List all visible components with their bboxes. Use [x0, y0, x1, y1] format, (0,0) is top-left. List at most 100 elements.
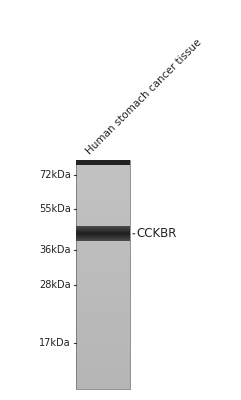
Bar — [76, 286, 130, 288]
Bar — [76, 206, 130, 208]
Bar — [76, 229, 130, 231]
Bar — [76, 210, 130, 213]
Bar — [76, 281, 130, 284]
Bar — [76, 357, 130, 359]
Bar — [76, 332, 130, 334]
Bar — [76, 368, 130, 370]
Bar — [76, 366, 130, 368]
Bar — [76, 247, 130, 249]
Bar — [76, 254, 130, 256]
Bar — [76, 213, 130, 215]
Text: 55kDa: 55kDa — [39, 204, 70, 214]
Bar — [76, 215, 130, 217]
Bar — [76, 192, 130, 194]
Text: 28kDa: 28kDa — [39, 280, 70, 290]
Bar — [76, 284, 130, 286]
Bar — [76, 162, 130, 165]
Bar — [76, 338, 130, 341]
Bar — [76, 217, 130, 220]
Bar — [76, 208, 130, 210]
Bar — [76, 288, 130, 290]
Bar — [76, 160, 130, 389]
Bar — [76, 272, 130, 274]
Bar — [76, 240, 130, 242]
Bar — [76, 345, 130, 348]
Bar — [76, 322, 130, 325]
Bar — [76, 188, 130, 190]
Bar — [76, 190, 130, 192]
Bar — [76, 306, 130, 309]
Bar — [76, 334, 130, 336]
Bar — [76, 329, 130, 332]
Bar — [76, 364, 130, 366]
Bar — [76, 300, 130, 302]
Bar — [76, 181, 130, 183]
Bar — [76, 295, 130, 297]
Text: Human stomach cancer tissue: Human stomach cancer tissue — [85, 37, 204, 156]
Bar — [76, 297, 130, 300]
Bar — [76, 226, 130, 229]
Bar — [76, 375, 130, 377]
Bar — [76, 172, 130, 174]
Text: 36kDa: 36kDa — [39, 245, 70, 255]
Bar — [76, 316, 130, 318]
Bar — [76, 165, 130, 167]
Bar — [76, 194, 130, 197]
Bar — [76, 231, 130, 233]
Bar — [76, 186, 130, 188]
Bar — [76, 311, 130, 313]
Bar — [76, 197, 130, 199]
Bar — [76, 270, 130, 272]
Bar — [76, 222, 130, 224]
Bar — [76, 290, 130, 293]
Text: CCKBR: CCKBR — [136, 227, 176, 240]
Bar — [76, 178, 130, 181]
Bar — [76, 236, 130, 238]
Bar — [76, 201, 130, 204]
Bar — [76, 204, 130, 206]
Bar — [76, 313, 130, 316]
Bar — [76, 238, 130, 240]
Bar — [76, 293, 130, 295]
Bar — [76, 263, 130, 265]
Bar — [76, 309, 130, 311]
Bar — [76, 176, 130, 178]
Bar — [76, 384, 130, 386]
Bar — [76, 354, 130, 357]
Bar — [76, 352, 130, 354]
Bar — [76, 277, 130, 279]
Bar — [76, 174, 130, 176]
Bar — [76, 242, 130, 245]
Bar — [76, 256, 130, 258]
Bar — [76, 279, 130, 281]
Bar — [76, 170, 130, 172]
Bar — [76, 382, 130, 384]
Bar — [76, 160, 130, 162]
Bar — [76, 265, 130, 268]
Bar — [76, 386, 130, 389]
Bar — [76, 249, 130, 252]
Bar — [76, 183, 130, 186]
Bar — [76, 343, 130, 345]
Bar — [76, 373, 130, 375]
Bar — [76, 268, 130, 270]
Bar — [76, 380, 130, 382]
Bar — [76, 304, 130, 306]
Bar — [76, 233, 130, 236]
Bar — [76, 302, 130, 304]
Bar — [76, 327, 130, 329]
Bar — [76, 350, 130, 352]
Bar — [76, 274, 130, 277]
Bar — [76, 361, 130, 364]
Bar — [76, 220, 130, 222]
Bar — [76, 258, 130, 261]
Bar — [76, 336, 130, 338]
Bar — [76, 224, 130, 226]
Bar — [76, 341, 130, 343]
Bar — [76, 325, 130, 327]
Bar — [76, 370, 130, 373]
Bar — [76, 348, 130, 350]
Bar — [76, 252, 130, 254]
Bar — [76, 261, 130, 263]
Bar — [76, 245, 130, 247]
